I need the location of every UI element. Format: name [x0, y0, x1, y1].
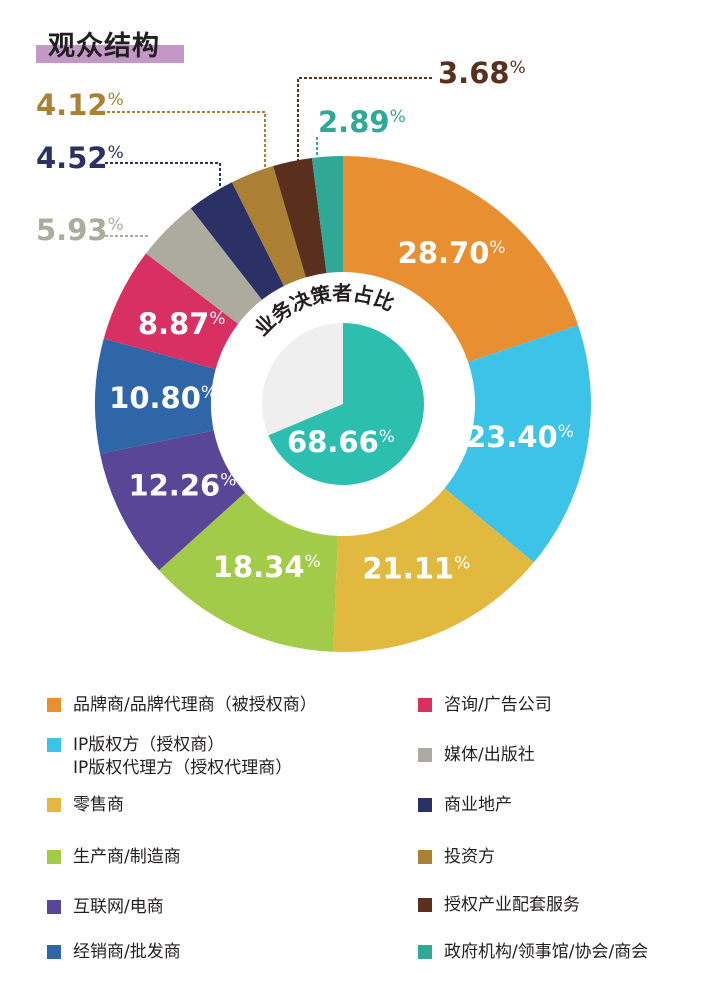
slice-label: 28.70%: [398, 236, 506, 270]
legend-label-line: 生产商/制造商: [73, 847, 181, 867]
slice-label: 5.93%: [36, 213, 124, 247]
legend-label: 零售商: [73, 794, 124, 817]
legend-swatch: [47, 738, 61, 752]
donut-slice: [273, 157, 327, 278]
inner-value-label: 68.66%: [287, 425, 395, 459]
legend-label-line: IP版权方（授权商）: [73, 735, 225, 755]
legend-swatch: [47, 698, 61, 712]
slice-label: 10.80%: [109, 381, 217, 415]
legend-label-line: 经销商/批发商: [73, 942, 181, 962]
donut-chart: 28.70%23.40%21.11%18.34%12.26%10.80%8.87…: [36, 56, 591, 652]
legend-label-line: 投资方: [444, 847, 495, 867]
donut-slice: [190, 182, 284, 300]
slice-label: 18.34%: [213, 550, 321, 584]
legend-item: 投资方: [418, 846, 495, 869]
legend-label-line: 咨询/广告公司: [444, 695, 552, 715]
legend-label: 品牌商/品牌代理商（被授权商）: [73, 694, 317, 717]
legend-swatch: [47, 945, 61, 959]
legend-item: 媒体/出版社: [418, 744, 535, 767]
legend-label-line: IP版权代理方（授权代理商）: [73, 758, 293, 778]
chart-title: 观众结构: [48, 31, 160, 62]
legend-label: 商业地产: [444, 794, 512, 817]
donut-slice: [311, 156, 343, 274]
legend-item: IP版权方（授权商） IP版权代理方（授权代理商）: [47, 734, 292, 780]
leader-line: [102, 111, 266, 190]
donut-slice: [100, 430, 246, 571]
legend-swatch: [418, 798, 432, 812]
legend-label: 政府机构/领事馆/协会/商会: [444, 941, 648, 964]
legend-item: 咨询/广告公司: [418, 694, 552, 717]
leader-line: [297, 77, 432, 162]
legend-label: 生产商/制造商: [73, 846, 181, 869]
legend-label-line: 授权产业配套服务: [444, 895, 580, 915]
slice-label: 2.89%: [318, 105, 406, 139]
slice-label: 21.11%: [362, 551, 470, 585]
donut-slice: [94, 338, 216, 454]
legend-swatch: [47, 798, 61, 812]
legend-label: 媒体/出版社: [444, 744, 535, 767]
legend-item: 生产商/制造商: [47, 846, 181, 869]
legend-label-line: 政府机构/领事馆/协会/商会: [444, 942, 649, 962]
legend-item: 零售商: [47, 794, 124, 817]
legend-label-line: 商业地产: [444, 795, 512, 815]
slice-label: 23.40%: [466, 420, 574, 454]
inner-pie-slice: [268, 323, 424, 485]
legend-label-line: 互联网/电商: [73, 897, 164, 917]
slice-label: 4.52%: [36, 141, 124, 175]
legend-swatch: [418, 748, 432, 762]
legend-label: 互联网/电商: [73, 896, 164, 919]
donut-slice: [145, 208, 262, 324]
donut-slice: [159, 492, 338, 652]
title-highlight: [36, 45, 184, 63]
leader-line: [105, 162, 221, 188]
legend-label-line: 媒体/出版社: [444, 745, 535, 765]
legend-item: 品牌商/品牌代理商（被授权商）: [47, 694, 317, 717]
legend-label: 经销商/批发商: [73, 941, 181, 964]
slice-label: 12.26%: [128, 468, 236, 502]
slice-label: 3.68%: [438, 56, 526, 90]
donut-slice: [103, 253, 239, 370]
legend-item: 互联网/电商: [47, 896, 164, 919]
legend-swatch: [418, 898, 432, 912]
donut-slice: [231, 166, 306, 286]
donut-slice: [333, 488, 534, 652]
legend-swatch: [418, 698, 432, 712]
legend-swatch: [47, 850, 61, 864]
legend-label: 投资方: [444, 846, 495, 869]
legend-label-line: 零售商: [73, 795, 124, 815]
legend-item: 商业地产: [418, 794, 512, 817]
legend-label-line: 品牌商/品牌代理商（被授权商）: [73, 695, 317, 715]
legend-swatch: [47, 900, 61, 914]
legend-label: 授权产业配套服务: [444, 894, 580, 917]
donut-slice: [343, 156, 579, 362]
legend-item: 授权产业配套服务: [418, 894, 580, 917]
legend-item: 政府机构/领事馆/协会/商会: [418, 941, 648, 964]
slice-label: 4.12%: [36, 88, 124, 122]
legend-label: IP版权方（授权商） IP版权代理方（授权代理商）: [73, 734, 292, 780]
donut-slice: [444, 325, 591, 563]
legend-swatch: [418, 945, 432, 959]
legend-label: 咨询/广告公司: [444, 694, 552, 717]
legend-swatch: [418, 850, 432, 864]
legend-item: 经销商/批发商: [47, 941, 181, 964]
